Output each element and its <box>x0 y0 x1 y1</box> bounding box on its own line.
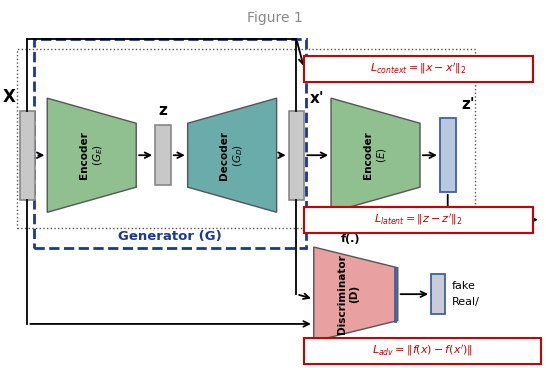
Bar <box>440 118 455 192</box>
Text: z': z' <box>461 96 475 112</box>
Bar <box>304 207 533 233</box>
Text: Discriminator
(D): Discriminator (D) <box>337 254 359 334</box>
Text: z: z <box>158 103 168 117</box>
Bar <box>155 125 171 185</box>
Bar <box>16 49 476 228</box>
Text: $L_{adv} = \|f(x) - f(x^{\prime})\|$: $L_{adv} = \|f(x) - f(x^{\prime})\|$ <box>372 343 473 358</box>
Bar <box>288 110 304 200</box>
Text: Real/: Real/ <box>452 297 479 307</box>
Text: Figure 1: Figure 1 <box>247 11 302 25</box>
Text: Generator (G): Generator (G) <box>118 230 222 243</box>
Bar <box>431 274 445 314</box>
Polygon shape <box>48 98 136 212</box>
Bar <box>20 110 35 200</box>
Text: x': x' <box>310 91 325 106</box>
Polygon shape <box>314 247 398 341</box>
Text: Encoder
$(G_E)$: Encoder $(G_E)$ <box>79 131 104 179</box>
Bar <box>34 39 306 248</box>
Text: Encoder
$(E)$: Encoder $(E)$ <box>363 131 388 179</box>
Bar <box>304 56 533 82</box>
Text: X: X <box>2 88 15 106</box>
Text: $L_{context} = \|x - x^{\prime}\|_2$: $L_{context} = \|x - x^{\prime}\|_2$ <box>370 61 467 77</box>
Polygon shape <box>331 98 420 212</box>
Text: fake: fake <box>452 281 476 291</box>
Bar <box>304 338 541 364</box>
Text: $L_{latent} = \|z - z^{\prime}\|_2$: $L_{latent} = \|z - z^{\prime}\|_2$ <box>374 212 463 227</box>
Text: f(.): f(.) <box>341 234 360 244</box>
Text: Decoder
$(G_D)$: Decoder $(G_D)$ <box>219 131 245 180</box>
Polygon shape <box>188 98 277 212</box>
